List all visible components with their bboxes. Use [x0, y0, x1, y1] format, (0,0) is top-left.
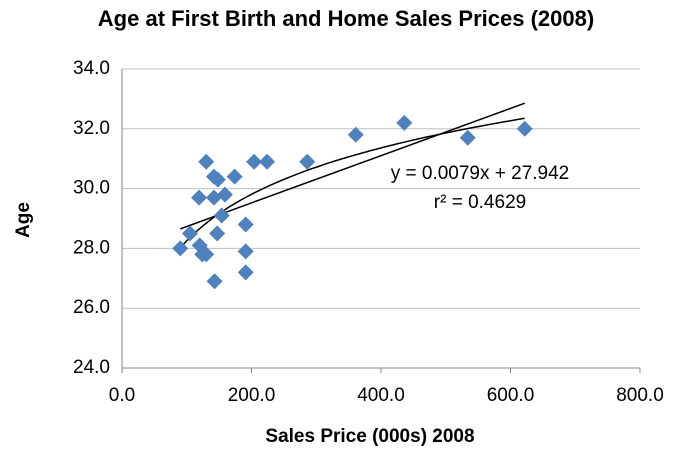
point [181, 225, 198, 242]
point [216, 186, 233, 203]
point [209, 225, 226, 242]
y-tick-label: 26.0 [73, 297, 110, 318]
y-axis-label: Age [13, 202, 34, 238]
point [213, 207, 230, 224]
y-tick-label: 32.0 [73, 118, 110, 139]
point [191, 189, 208, 206]
x-tick-label: 600.0 [487, 385, 535, 406]
y-tick-label: 30.0 [73, 178, 110, 199]
x-tick-label: 0.0 [109, 385, 135, 406]
x-tick-label: 800.0 [616, 385, 664, 406]
point [209, 171, 226, 188]
point [198, 246, 215, 263]
point [299, 153, 316, 170]
point [347, 126, 364, 143]
y-tick-label: 28.0 [73, 237, 110, 258]
point [198, 153, 215, 170]
log-trendline [179, 117, 525, 249]
point [246, 153, 263, 170]
point [237, 264, 254, 281]
point [205, 189, 222, 206]
point [516, 120, 533, 137]
annotation: r² = 0.4629 [434, 192, 526, 213]
point [396, 114, 413, 131]
point [206, 273, 223, 290]
point [172, 240, 189, 257]
y-tick-label: 34.0 [73, 58, 110, 79]
point [237, 216, 254, 233]
x-tick-label: 400.0 [357, 385, 405, 406]
point [259, 153, 276, 170]
annotation: y = 0.0079x + 27.942 [391, 163, 570, 184]
chart-title: Age at First Birth and Home Sales Prices… [98, 6, 594, 31]
x-tick-label: 200.0 [228, 385, 276, 406]
point [237, 243, 254, 260]
y-tick-label: 24.0 [73, 357, 110, 378]
point [459, 129, 476, 146]
x-axis-label: Sales Price (000s) 2008 [265, 426, 474, 447]
point [226, 168, 243, 185]
trendline [180, 102, 526, 230]
